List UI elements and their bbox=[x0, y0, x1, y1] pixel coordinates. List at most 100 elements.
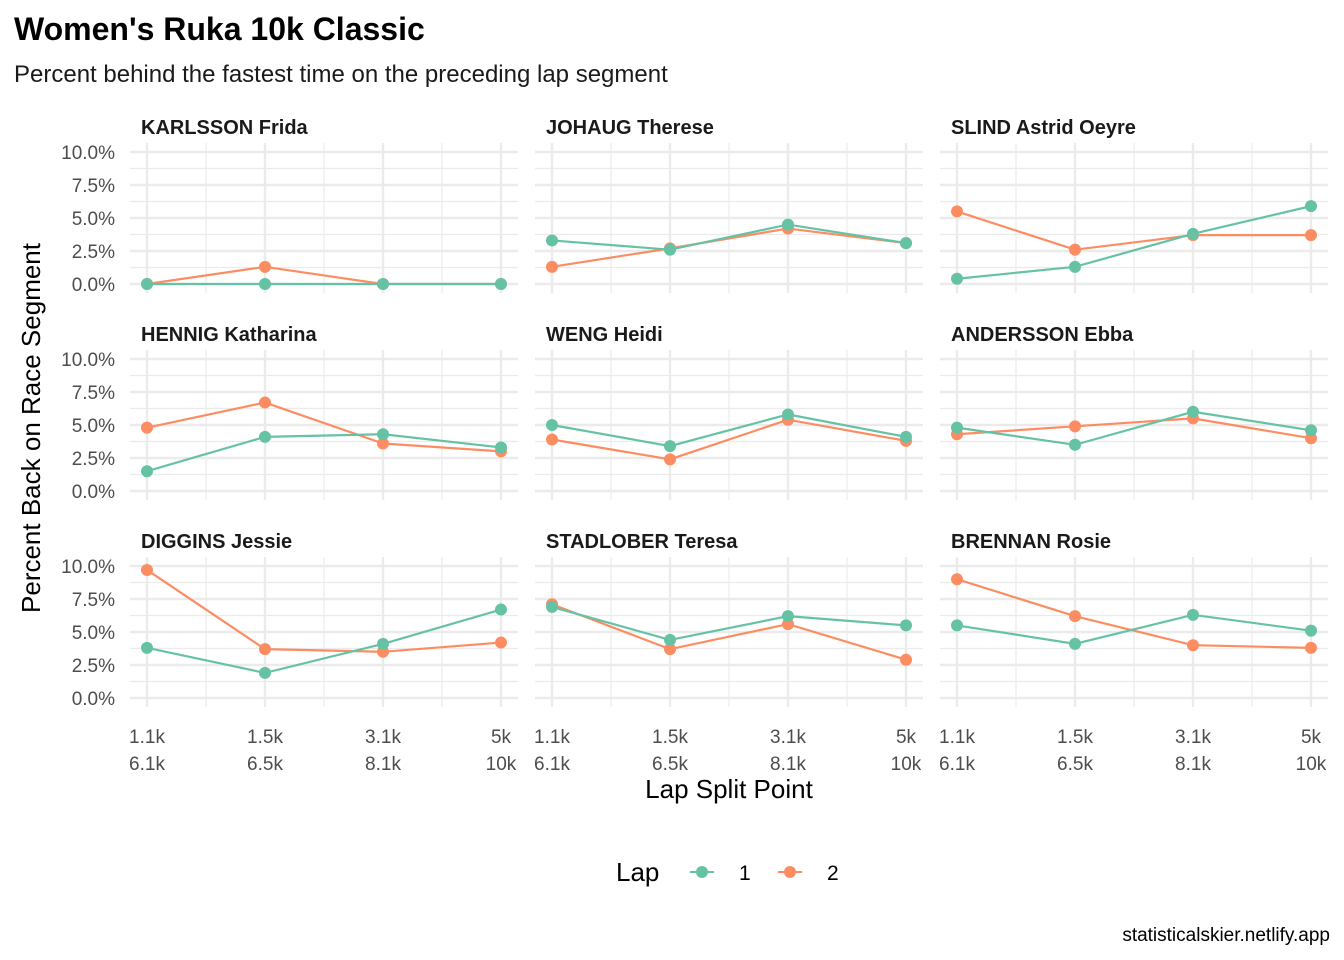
facet-strip-label: BRENNAN Rosie bbox=[951, 531, 1111, 553]
data-point-lap-2 bbox=[259, 260, 271, 273]
y-tick-label: 2.5% bbox=[72, 449, 115, 470]
data-point-lap-1 bbox=[1305, 624, 1317, 637]
data-point-lap-2 bbox=[141, 563, 153, 576]
facet-panel: HENNIG Katharina 0.0% 2.5% 5.0% 7.5% 10.0% bbox=[61, 324, 518, 503]
data-point-lap-1 bbox=[1187, 405, 1199, 418]
series-line-lap-1 bbox=[956, 205, 1312, 280]
legend-label-lap-1: 1 bbox=[739, 862, 751, 885]
x-tick-label: 1.1k bbox=[939, 727, 975, 748]
data-point-lap-1 bbox=[1305, 200, 1317, 213]
x-tick-label: 3.1k bbox=[365, 727, 401, 748]
data-point-lap-1 bbox=[546, 234, 558, 247]
series-line-lap-1 bbox=[146, 433, 502, 473]
data-point-lap-1 bbox=[782, 218, 794, 231]
y-tick-label: 5.0% bbox=[72, 209, 115, 230]
data-point-lap-1 bbox=[1069, 438, 1081, 451]
x-tick-label: 5k bbox=[1301, 727, 1322, 748]
data-point-lap-2 bbox=[664, 453, 676, 466]
series-line-lap-2 bbox=[956, 210, 1311, 251]
data-point-lap-1 bbox=[951, 619, 963, 632]
y-tick-label: 2.5% bbox=[72, 242, 115, 263]
x-tick-label: 8.1k bbox=[770, 754, 806, 775]
data-point-lap-2 bbox=[1069, 243, 1081, 256]
series-line-lap-1 bbox=[551, 413, 907, 448]
x-tick-label: 1.1k bbox=[129, 727, 165, 748]
x-tick-label: 10k bbox=[486, 754, 517, 775]
data-point-lap-2 bbox=[377, 437, 389, 450]
y-tick-label: 5.0% bbox=[72, 416, 115, 437]
data-point-lap-2 bbox=[259, 643, 271, 656]
data-point-lap-1 bbox=[1069, 637, 1081, 650]
data-point-lap-2 bbox=[259, 396, 271, 409]
chart-title: Women's Ruka 10k Classic bbox=[14, 11, 425, 47]
data-point-lap-1 bbox=[951, 421, 963, 434]
data-point-lap-2 bbox=[495, 636, 507, 649]
x-tick-label: 6.1k bbox=[129, 754, 165, 775]
data-point-lap-2 bbox=[546, 260, 558, 273]
facet-panel: WENG Heidi bbox=[535, 324, 923, 500]
series-line-lap-1 bbox=[956, 613, 1312, 646]
data-point-lap-2 bbox=[664, 643, 676, 656]
data-point-lap-1 bbox=[495, 603, 507, 616]
facet-strip-label: STADLOBER Teresa bbox=[546, 531, 738, 553]
facet-strip-label: KARLSSON Frida bbox=[141, 117, 309, 139]
series-line-lap-2 bbox=[551, 418, 907, 461]
series-line-lap-1 bbox=[551, 223, 907, 251]
y-tick-label: 10.0% bbox=[61, 557, 115, 578]
facet-strip-label: ANDERSSON Ebba bbox=[951, 324, 1134, 346]
data-point-lap-1 bbox=[141, 465, 153, 478]
legend: Lap 1 2 bbox=[616, 857, 839, 887]
series-line-lap-1 bbox=[146, 608, 502, 675]
data-point-lap-2 bbox=[1069, 610, 1081, 623]
x-tick-label: 6.5k bbox=[247, 754, 283, 775]
data-point-lap-1 bbox=[1187, 227, 1199, 240]
data-point-lap-1 bbox=[377, 278, 389, 290]
data-point-lap-1 bbox=[664, 633, 676, 646]
data-point-lap-1 bbox=[259, 430, 271, 443]
x-tick-label: 6.5k bbox=[652, 754, 688, 775]
y-tick-label: 7.5% bbox=[72, 383, 115, 404]
x-tick-label: 6.5k bbox=[1057, 754, 1093, 775]
x-tick-label: 6.1k bbox=[939, 754, 975, 775]
x-tick-label: 6.1k bbox=[534, 754, 570, 775]
facet-panel: ANDERSSON Ebba bbox=[940, 324, 1328, 500]
data-point-lap-1 bbox=[782, 610, 794, 623]
facet-panel: DIGGINS Jessie 0.0% 2.5% 5.0% 7.5% 10.0% 1.1k 6… bbox=[61, 531, 518, 775]
data-point-lap-1 bbox=[259, 666, 271, 679]
legend-label-lap-2: 2 bbox=[827, 862, 839, 885]
data-point-lap-1 bbox=[377, 428, 389, 441]
facet-strip-label: SLIND Astrid Oeyre bbox=[951, 117, 1136, 139]
x-tick-label: 1.5k bbox=[652, 727, 688, 748]
data-point-lap-1 bbox=[1069, 260, 1081, 273]
series-line-lap-1 bbox=[551, 605, 907, 642]
data-point-lap-1 bbox=[1305, 424, 1317, 437]
data-point-lap-1 bbox=[495, 441, 507, 454]
x-tick-label: 1.5k bbox=[1057, 727, 1093, 748]
data-point-lap-1 bbox=[141, 641, 153, 654]
x-tick-label: 10k bbox=[1296, 754, 1327, 775]
facet-strip-label: WENG Heidi bbox=[546, 324, 663, 346]
series-line-lap-2 bbox=[551, 603, 907, 661]
data-point-lap-1 bbox=[495, 278, 507, 290]
x-tick-label: 8.1k bbox=[365, 754, 401, 775]
x-tick-label: 3.1k bbox=[1175, 727, 1211, 748]
y-tick-label: 10.0% bbox=[61, 143, 115, 164]
data-point-lap-1 bbox=[259, 278, 271, 290]
legend-point-lap-2 bbox=[784, 866, 796, 878]
y-tick-label: 0.0% bbox=[72, 275, 115, 296]
y-axis-title: Percent Back on Race Segment bbox=[16, 242, 46, 613]
data-point-lap-1 bbox=[900, 430, 912, 443]
data-point-lap-2 bbox=[1187, 639, 1199, 652]
data-point-lap-2 bbox=[141, 421, 153, 434]
data-point-lap-1 bbox=[377, 637, 389, 650]
series-line-lap-1 bbox=[956, 410, 1312, 446]
data-point-lap-1 bbox=[951, 272, 963, 285]
facet-strip-label: HENNIG Katharina bbox=[141, 324, 317, 346]
x-tick-label: 5k bbox=[491, 727, 512, 748]
facet-panel: KARLSSON Frida 0.0% 2.5% 5.0% 7.5% 10.0% bbox=[61, 117, 518, 296]
facet-panel: BRENNAN Rosie 1.1k 6.1k 1.5k 6.5k 3.1k 8.1k 5k 1… bbox=[939, 531, 1328, 775]
data-point-lap-1 bbox=[664, 243, 676, 256]
x-axis-title: Lap Split Point bbox=[645, 774, 813, 804]
facet-panel: SLIND Astrid Oeyre bbox=[940, 117, 1328, 293]
